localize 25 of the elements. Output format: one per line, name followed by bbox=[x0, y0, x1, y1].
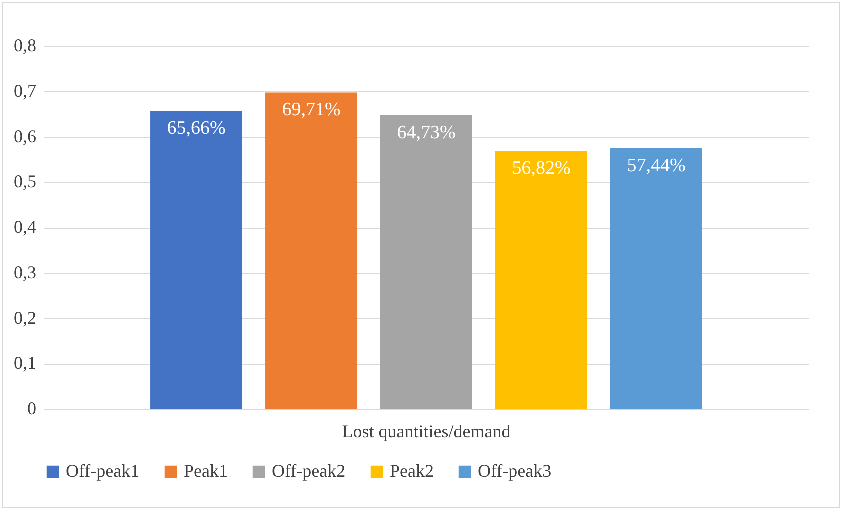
data-label: 56,82% bbox=[512, 158, 571, 180]
data-label: 57,44% bbox=[627, 155, 686, 176]
legend-label: Off-peak2 bbox=[272, 461, 346, 481]
y-tick-label: 0,5 bbox=[14, 172, 36, 192]
y-tick-label: 0 bbox=[28, 398, 36, 418]
bar bbox=[610, 148, 702, 409]
y-tick-label: 0,7 bbox=[14, 80, 36, 101]
y-tick-label: 0,2 bbox=[14, 308, 36, 328]
legend-label: Peak2 bbox=[390, 461, 434, 481]
y-tick-label: 0,6 bbox=[14, 126, 36, 146]
bar bbox=[266, 92, 358, 409]
y-tick-label: 0,8 bbox=[14, 36, 36, 56]
data-label: 64,73% bbox=[397, 122, 456, 144]
bar bbox=[150, 111, 243, 409]
y-tick-label: 0,4 bbox=[14, 217, 36, 237]
data-label: 65,66% bbox=[167, 118, 226, 140]
bar bbox=[495, 151, 588, 409]
legend-label: Peak1 bbox=[184, 461, 228, 481]
x-tick-label: Lost quantities/demand bbox=[342, 422, 511, 442]
legend-label: Off-peak3 bbox=[478, 461, 552, 481]
y-tick-label: 0,3 bbox=[14, 262, 36, 282]
data-label: 69,71% bbox=[282, 100, 341, 121]
legend-label: Off-peak1 bbox=[66, 461, 140, 481]
y-tick-label: 0,1 bbox=[14, 353, 36, 374]
bar bbox=[380, 115, 472, 409]
